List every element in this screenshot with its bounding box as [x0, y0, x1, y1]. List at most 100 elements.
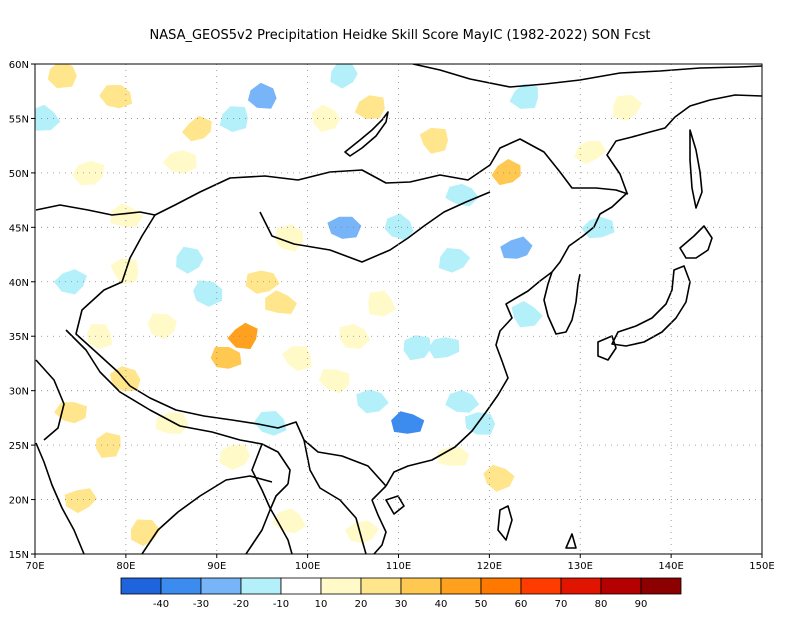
score-patch [327, 216, 362, 239]
lat-tick-label: 55N [9, 114, 29, 125]
score-patch [574, 140, 607, 165]
japan-hokkaido [679, 225, 713, 259]
score-patch [64, 488, 97, 514]
score-patch [265, 290, 297, 314]
score-patch [35, 104, 61, 131]
score-patch [438, 248, 471, 273]
colorbar-swatch [280, 577, 322, 595]
myanmar-border [251, 443, 293, 554]
colorbar-swatch [440, 577, 482, 595]
score-patch [182, 115, 212, 142]
mongolia-border [154, 138, 629, 216]
coastlines-borders [35, 64, 762, 554]
lat-tick-label: 40N [9, 278, 29, 289]
axis-labels: 70E 80E 90E 100E 110E 120E 130E 140E 150E 60N 55N 5… [9, 60, 775, 572]
score-patch [330, 64, 358, 89]
colorbar-swatch [320, 577, 362, 595]
lat-tick-label: 60N [9, 60, 29, 71]
colorbar-label: -20 [233, 599, 249, 610]
score-patch [403, 335, 431, 361]
score-patch [193, 280, 223, 307]
colorbar-label: 30 [395, 599, 408, 610]
score-patch [247, 82, 277, 109]
score-patch [210, 346, 242, 369]
colorbar-swatch [560, 577, 602, 595]
sakhalin [689, 129, 703, 209]
score-patch [581, 216, 615, 239]
lat-tick-label: 50N [9, 169, 29, 180]
colorbar-swatch [120, 577, 162, 595]
lon-tick-label: 140E [658, 561, 683, 572]
india-east-coast [141, 475, 273, 554]
lon-tick-label: 110E [386, 561, 411, 572]
lon-tick-label: 70E [25, 561, 44, 572]
map-background [35, 64, 762, 554]
score-patch [311, 104, 341, 132]
china-north-border [259, 191, 491, 263]
japan-kyushu [597, 335, 617, 361]
score-patch [419, 127, 448, 154]
score-patch [54, 402, 87, 424]
lon-tick-label: 130E [568, 561, 593, 572]
score-patch [253, 411, 287, 436]
skill-score-field [35, 64, 643, 547]
colorbar-label: 90 [635, 599, 648, 610]
colorbar-label: 20 [355, 599, 368, 610]
score-patch [427, 337, 460, 359]
colorbar-swatch [360, 577, 402, 595]
eurasia-coastline [412, 64, 762, 88]
okhotsk-coast [551, 94, 762, 273]
score-patch [176, 246, 204, 274]
philippines-luzon [565, 533, 577, 549]
score-patch [445, 390, 480, 413]
score-patch [219, 444, 250, 470]
lon-tick-label: 150E [749, 561, 774, 572]
india-coast [35, 442, 85, 554]
score-patch [491, 159, 521, 186]
bay-of-bengal-coast [245, 483, 289, 554]
score-patch [354, 95, 385, 120]
kazakh-russia-border [35, 204, 156, 216]
score-patch [227, 322, 258, 350]
score-patch [391, 411, 425, 434]
himalaya-border [129, 385, 387, 487]
colorbar-swatch [520, 577, 562, 595]
colorbar-label: 50 [475, 599, 488, 610]
lat-tick-label: 30N [9, 387, 29, 398]
lat-tick-label: 45N [9, 223, 29, 234]
score-patch [339, 323, 371, 349]
score-patch [384, 213, 414, 241]
score-patch [53, 269, 87, 295]
korea-coast [543, 271, 581, 335]
colorbar-swatch [640, 577, 682, 595]
chart-title: NASA_GEOS5v2 Precipitation Heidke Skill … [149, 28, 651, 43]
score-patch [613, 94, 643, 121]
colorbar-label: -10 [273, 599, 289, 610]
baikal-lake [344, 111, 389, 157]
score-patch [99, 84, 133, 109]
colorbar-label: 10 [315, 599, 328, 610]
score-patch [509, 83, 538, 109]
indochina-coast [371, 485, 387, 554]
india-north-border [65, 329, 291, 485]
china-west-border [75, 214, 156, 387]
lon-tick-label: 120E [477, 561, 502, 572]
score-patch [318, 369, 350, 394]
colorbar-label: 80 [595, 599, 608, 610]
lat-tick-label: 35N [9, 332, 29, 343]
score-patch [281, 346, 312, 372]
colorbar-swatch [200, 577, 242, 595]
lat-tick-label: 20N [9, 496, 29, 507]
score-patch [162, 150, 197, 174]
lon-tick-label: 100E [295, 561, 320, 572]
score-patch [95, 432, 121, 458]
score-patch [483, 464, 515, 492]
hainan [385, 495, 405, 515]
pakistan-border [35, 359, 65, 441]
map-gridlines [35, 64, 762, 554]
colorbar-label: 60 [515, 599, 528, 610]
laos-vietnam-border [303, 439, 367, 554]
score-patch [110, 203, 143, 227]
score-patch [511, 301, 543, 328]
